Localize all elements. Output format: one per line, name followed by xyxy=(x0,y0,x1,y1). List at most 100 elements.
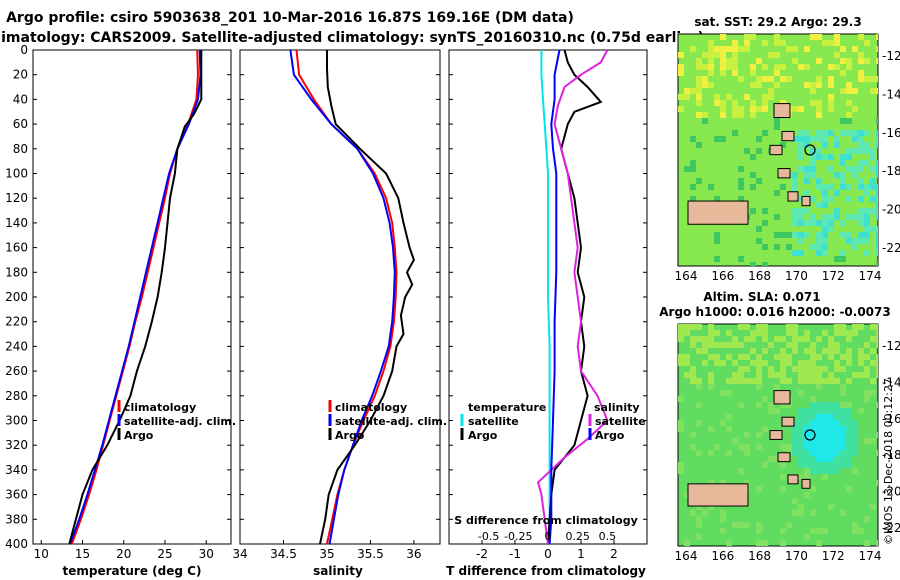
map-cell xyxy=(846,486,852,492)
map-cell xyxy=(846,184,852,190)
depth-tick-label: 280 xyxy=(5,389,28,403)
map-cell xyxy=(828,100,834,106)
map-cell xyxy=(816,220,822,226)
map-cell xyxy=(876,244,878,250)
map-cell xyxy=(822,420,828,426)
map-cell xyxy=(858,148,864,154)
map-cell xyxy=(786,360,792,366)
map-cell xyxy=(774,456,780,462)
map-cell xyxy=(678,330,684,336)
map-cell xyxy=(792,420,798,426)
map-cell xyxy=(780,40,786,46)
map-cell xyxy=(864,130,870,136)
map-cell xyxy=(828,426,834,432)
map-cell xyxy=(798,64,804,70)
map-cell xyxy=(810,172,816,178)
map-cell xyxy=(726,94,732,100)
map-cell xyxy=(690,46,696,52)
map-cell xyxy=(804,142,810,148)
map-cell xyxy=(876,238,878,244)
map-cell xyxy=(822,468,828,474)
map-cell xyxy=(738,354,744,360)
map-cell xyxy=(816,354,822,360)
map-cell xyxy=(684,360,690,366)
map-cell xyxy=(762,130,768,136)
map-cell xyxy=(708,504,714,510)
map-cell xyxy=(702,82,708,88)
map-cell xyxy=(816,76,822,82)
island-shape xyxy=(801,195,811,207)
map-cell xyxy=(870,208,876,214)
map-cell xyxy=(804,330,810,336)
map-cell xyxy=(768,88,774,94)
map-cell xyxy=(876,366,878,372)
map-cell xyxy=(846,214,852,220)
depth-tick-label: 0 xyxy=(20,43,28,57)
sdiff-tick-label: 0 xyxy=(545,530,552,543)
map-cell xyxy=(864,160,870,166)
map-cell xyxy=(798,366,804,372)
map-cell xyxy=(816,232,822,238)
map-cell xyxy=(762,94,768,100)
series-line-temperature-argo xyxy=(547,49,603,545)
map-cell xyxy=(822,474,828,480)
map-cell xyxy=(858,166,864,172)
map-cell xyxy=(804,64,810,70)
map-cell xyxy=(840,184,846,190)
map-cell xyxy=(828,342,834,348)
map-cell xyxy=(690,88,696,94)
map-cell xyxy=(864,516,870,522)
map-cell xyxy=(774,372,780,378)
map-cell xyxy=(786,76,792,82)
island-shape xyxy=(781,130,795,142)
map-cell xyxy=(816,106,822,112)
map-cell xyxy=(822,408,828,414)
map-cell xyxy=(732,342,738,348)
map-cell xyxy=(828,154,834,160)
map-cell xyxy=(786,354,792,360)
map-cell xyxy=(858,238,864,244)
map-cell xyxy=(840,444,846,450)
x-tick-label: 30 xyxy=(199,547,214,561)
map-cell xyxy=(876,432,878,438)
map-cell xyxy=(762,426,768,432)
map-cell xyxy=(744,378,750,384)
island-shape xyxy=(769,144,783,156)
map-cell xyxy=(816,372,822,378)
map-cell xyxy=(708,184,714,190)
map-cell xyxy=(744,450,750,456)
map-y-tick-label: -16 xyxy=(882,412,900,426)
map-cell xyxy=(846,58,852,64)
map-cell xyxy=(684,354,690,360)
map-cell xyxy=(720,34,726,40)
map-cell xyxy=(876,130,878,136)
map-cell xyxy=(840,232,846,238)
island-shape xyxy=(787,191,799,202)
map-cell xyxy=(870,76,876,82)
map-cell xyxy=(804,232,810,238)
map-cell xyxy=(720,106,726,112)
map-cell xyxy=(750,34,756,40)
map-cell xyxy=(846,354,852,360)
map-cell xyxy=(828,220,834,226)
map-cell xyxy=(810,366,816,372)
island-shape xyxy=(787,474,799,485)
map-cell xyxy=(714,46,720,52)
map-cell xyxy=(828,226,834,232)
map-cell xyxy=(696,336,702,342)
map-cell xyxy=(726,426,732,432)
map-cell xyxy=(684,330,690,336)
map-cell xyxy=(792,208,798,214)
map-cell xyxy=(696,324,702,330)
sdiff-tick-label: 0.25 xyxy=(565,530,590,543)
map-cell xyxy=(708,384,714,390)
sdiff-xlabel: S difference from climatology xyxy=(454,514,638,527)
map-cell xyxy=(726,354,732,360)
map-cell xyxy=(690,444,696,450)
map-cell xyxy=(798,456,804,462)
map-cell xyxy=(696,516,702,522)
map-cell xyxy=(732,52,738,58)
map-cell xyxy=(798,238,804,244)
map-cell xyxy=(732,64,738,70)
map-cell xyxy=(708,324,714,330)
